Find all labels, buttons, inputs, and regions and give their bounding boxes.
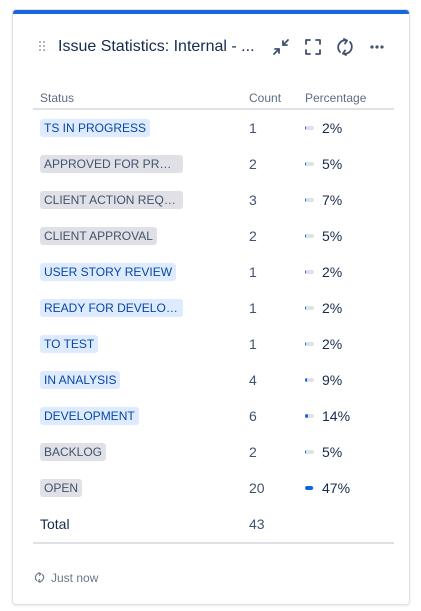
refresh-icon	[33, 571, 46, 584]
table-row: READY FOR DEVELOP... 1 2%	[33, 290, 394, 326]
issue-count: 3	[249, 192, 257, 208]
percentage-bar-fill	[305, 414, 308, 418]
percentage-bar	[305, 486, 314, 490]
total-label: Total	[40, 516, 70, 532]
percentage-value: 14%	[322, 408, 351, 424]
table-row: USER STORY REVIEW 1 2%	[33, 254, 394, 290]
status-lozenge[interactable]: OPEN	[40, 479, 83, 497]
percentage-bar-fill	[305, 198, 306, 202]
status-lozenge[interactable]: CLIENT ACTION REQUI...	[40, 191, 183, 209]
gadget-accent-bar	[13, 10, 409, 14]
gadget-title: Issue Statistics: Internal - ...	[58, 38, 255, 55]
table-body: TS IN PROGRESS 1 2% APPROVED FOR PROD... 2 5%…	[33, 110, 394, 506]
percentage-value: 2%	[322, 120, 343, 136]
percentage-value: 9%	[322, 372, 343, 388]
status-lozenge[interactable]: READY FOR DEVELOP...	[40, 299, 183, 317]
table-row: IN ANALYSIS 4 9%	[33, 362, 394, 398]
percentage-value: 2%	[322, 336, 343, 352]
issue-count: 1	[249, 264, 257, 280]
status-lozenge[interactable]: TO TEST	[40, 335, 99, 353]
issue-count: 1	[249, 336, 257, 352]
table-row: DEVELOPMENT 6 14%	[33, 398, 394, 434]
status-lozenge[interactable]: BACKLOG	[40, 443, 107, 461]
status-column-header: Status	[40, 91, 75, 105]
table-row: TS IN PROGRESS 1 2%	[33, 110, 394, 146]
percentage-bar	[305, 342, 314, 346]
percentage-bar-fill	[305, 126, 306, 130]
status-lozenge[interactable]: DEVELOPMENT	[40, 407, 139, 425]
table-row: CLIENT ACTION REQUI... 3 7%	[33, 182, 394, 218]
total-row: Total 43	[33, 506, 394, 544]
percentage-bar	[305, 450, 314, 454]
table-row: CLIENT APPROVAL 2 5%	[33, 218, 394, 254]
status-lozenge[interactable]: CLIENT APPROVAL	[40, 227, 157, 245]
percentage-bar	[305, 306, 314, 310]
percentage-value: 7%	[322, 192, 343, 208]
status-lozenge[interactable]: APPROVED FOR PROD...	[40, 155, 183, 173]
issue-count: 2	[249, 444, 257, 460]
issue-count: 4	[249, 372, 257, 388]
percentage-bar-fill	[305, 270, 306, 274]
refresh-icon[interactable]	[334, 36, 356, 58]
total-count: 43	[249, 516, 265, 532]
fullscreen-icon[interactable]	[302, 36, 324, 58]
percentage-value: 5%	[322, 156, 343, 172]
percentage-column-header: Percentage	[305, 91, 367, 105]
percentage-bar-fill	[305, 486, 313, 490]
table-row: BACKLOG 2 5%	[33, 434, 394, 470]
status-lozenge[interactable]: TS IN PROGRESS	[40, 119, 151, 137]
table-row: OPEN 20 47%	[33, 470, 394, 506]
status-lozenge[interactable]: IN ANALYSIS	[40, 371, 121, 389]
gadget-header: Issue Statistics: Internal - ...	[13, 30, 409, 64]
table-row: APPROVED FOR PROD... 2 5%	[33, 146, 394, 182]
table-header: Status Count Percentage	[33, 80, 394, 110]
table-row: TO TEST 1 2%	[33, 326, 394, 362]
issue-count: 20	[249, 480, 265, 496]
more-icon[interactable]	[366, 36, 388, 58]
percentage-bar	[305, 198, 314, 202]
percentage-value: 5%	[322, 228, 343, 244]
percentage-value: 47%	[322, 480, 351, 496]
status-table: Status Count Percentage TS IN PROGRESS 1 2…	[33, 80, 394, 544]
percentage-bar-fill	[305, 342, 306, 346]
count-column-header: Count	[249, 91, 282, 105]
percentage-bar-fill	[305, 234, 306, 238]
percentage-bar	[305, 378, 314, 382]
issue-count: 6	[249, 408, 257, 424]
percentage-bar-fill	[305, 306, 306, 310]
percentage-bar	[305, 270, 314, 274]
drag-handle-icon[interactable]	[39, 41, 47, 53]
percentage-bar	[305, 162, 314, 166]
issue-count: 1	[249, 300, 257, 316]
percentage-value: 2%	[322, 264, 343, 280]
last-refreshed-text: Just now	[51, 571, 99, 585]
percentage-bar	[305, 234, 314, 238]
percentage-bar-fill	[305, 450, 306, 454]
issue-count: 2	[249, 228, 257, 244]
percentage-bar-fill	[305, 378, 307, 382]
minimize-icon[interactable]	[270, 36, 292, 58]
percentage-bar	[305, 126, 314, 130]
issue-count: 1	[249, 120, 257, 136]
percentage-bar	[305, 414, 314, 418]
issue-statistics-gadget: Issue Statistics: Internal - ...	[12, 9, 410, 605]
percentage-value: 5%	[322, 444, 343, 460]
issue-count: 2	[249, 156, 257, 172]
status-lozenge[interactable]: USER STORY REVIEW	[40, 263, 177, 281]
percentage-value: 2%	[322, 300, 343, 316]
percentage-bar-fill	[305, 162, 306, 166]
